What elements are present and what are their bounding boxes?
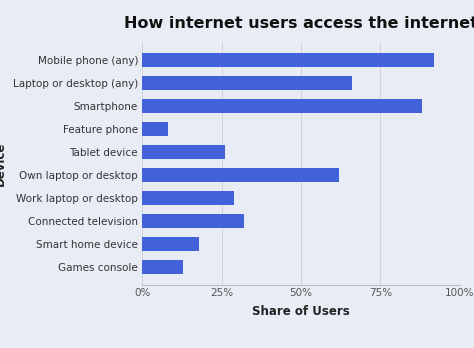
- Bar: [142, 191, 234, 205]
- Bar: [142, 122, 168, 136]
- Bar: [142, 76, 352, 90]
- Bar: [142, 214, 244, 228]
- Bar: [142, 237, 200, 251]
- Bar: [142, 145, 225, 159]
- Bar: [142, 53, 434, 67]
- Title: How internet users access the internet: How internet users access the internet: [124, 16, 474, 31]
- Y-axis label: Device: Device: [0, 141, 7, 186]
- Bar: [142, 99, 422, 113]
- X-axis label: Share of Users: Share of Users: [252, 305, 350, 318]
- Bar: [142, 168, 339, 182]
- Bar: [142, 260, 183, 274]
